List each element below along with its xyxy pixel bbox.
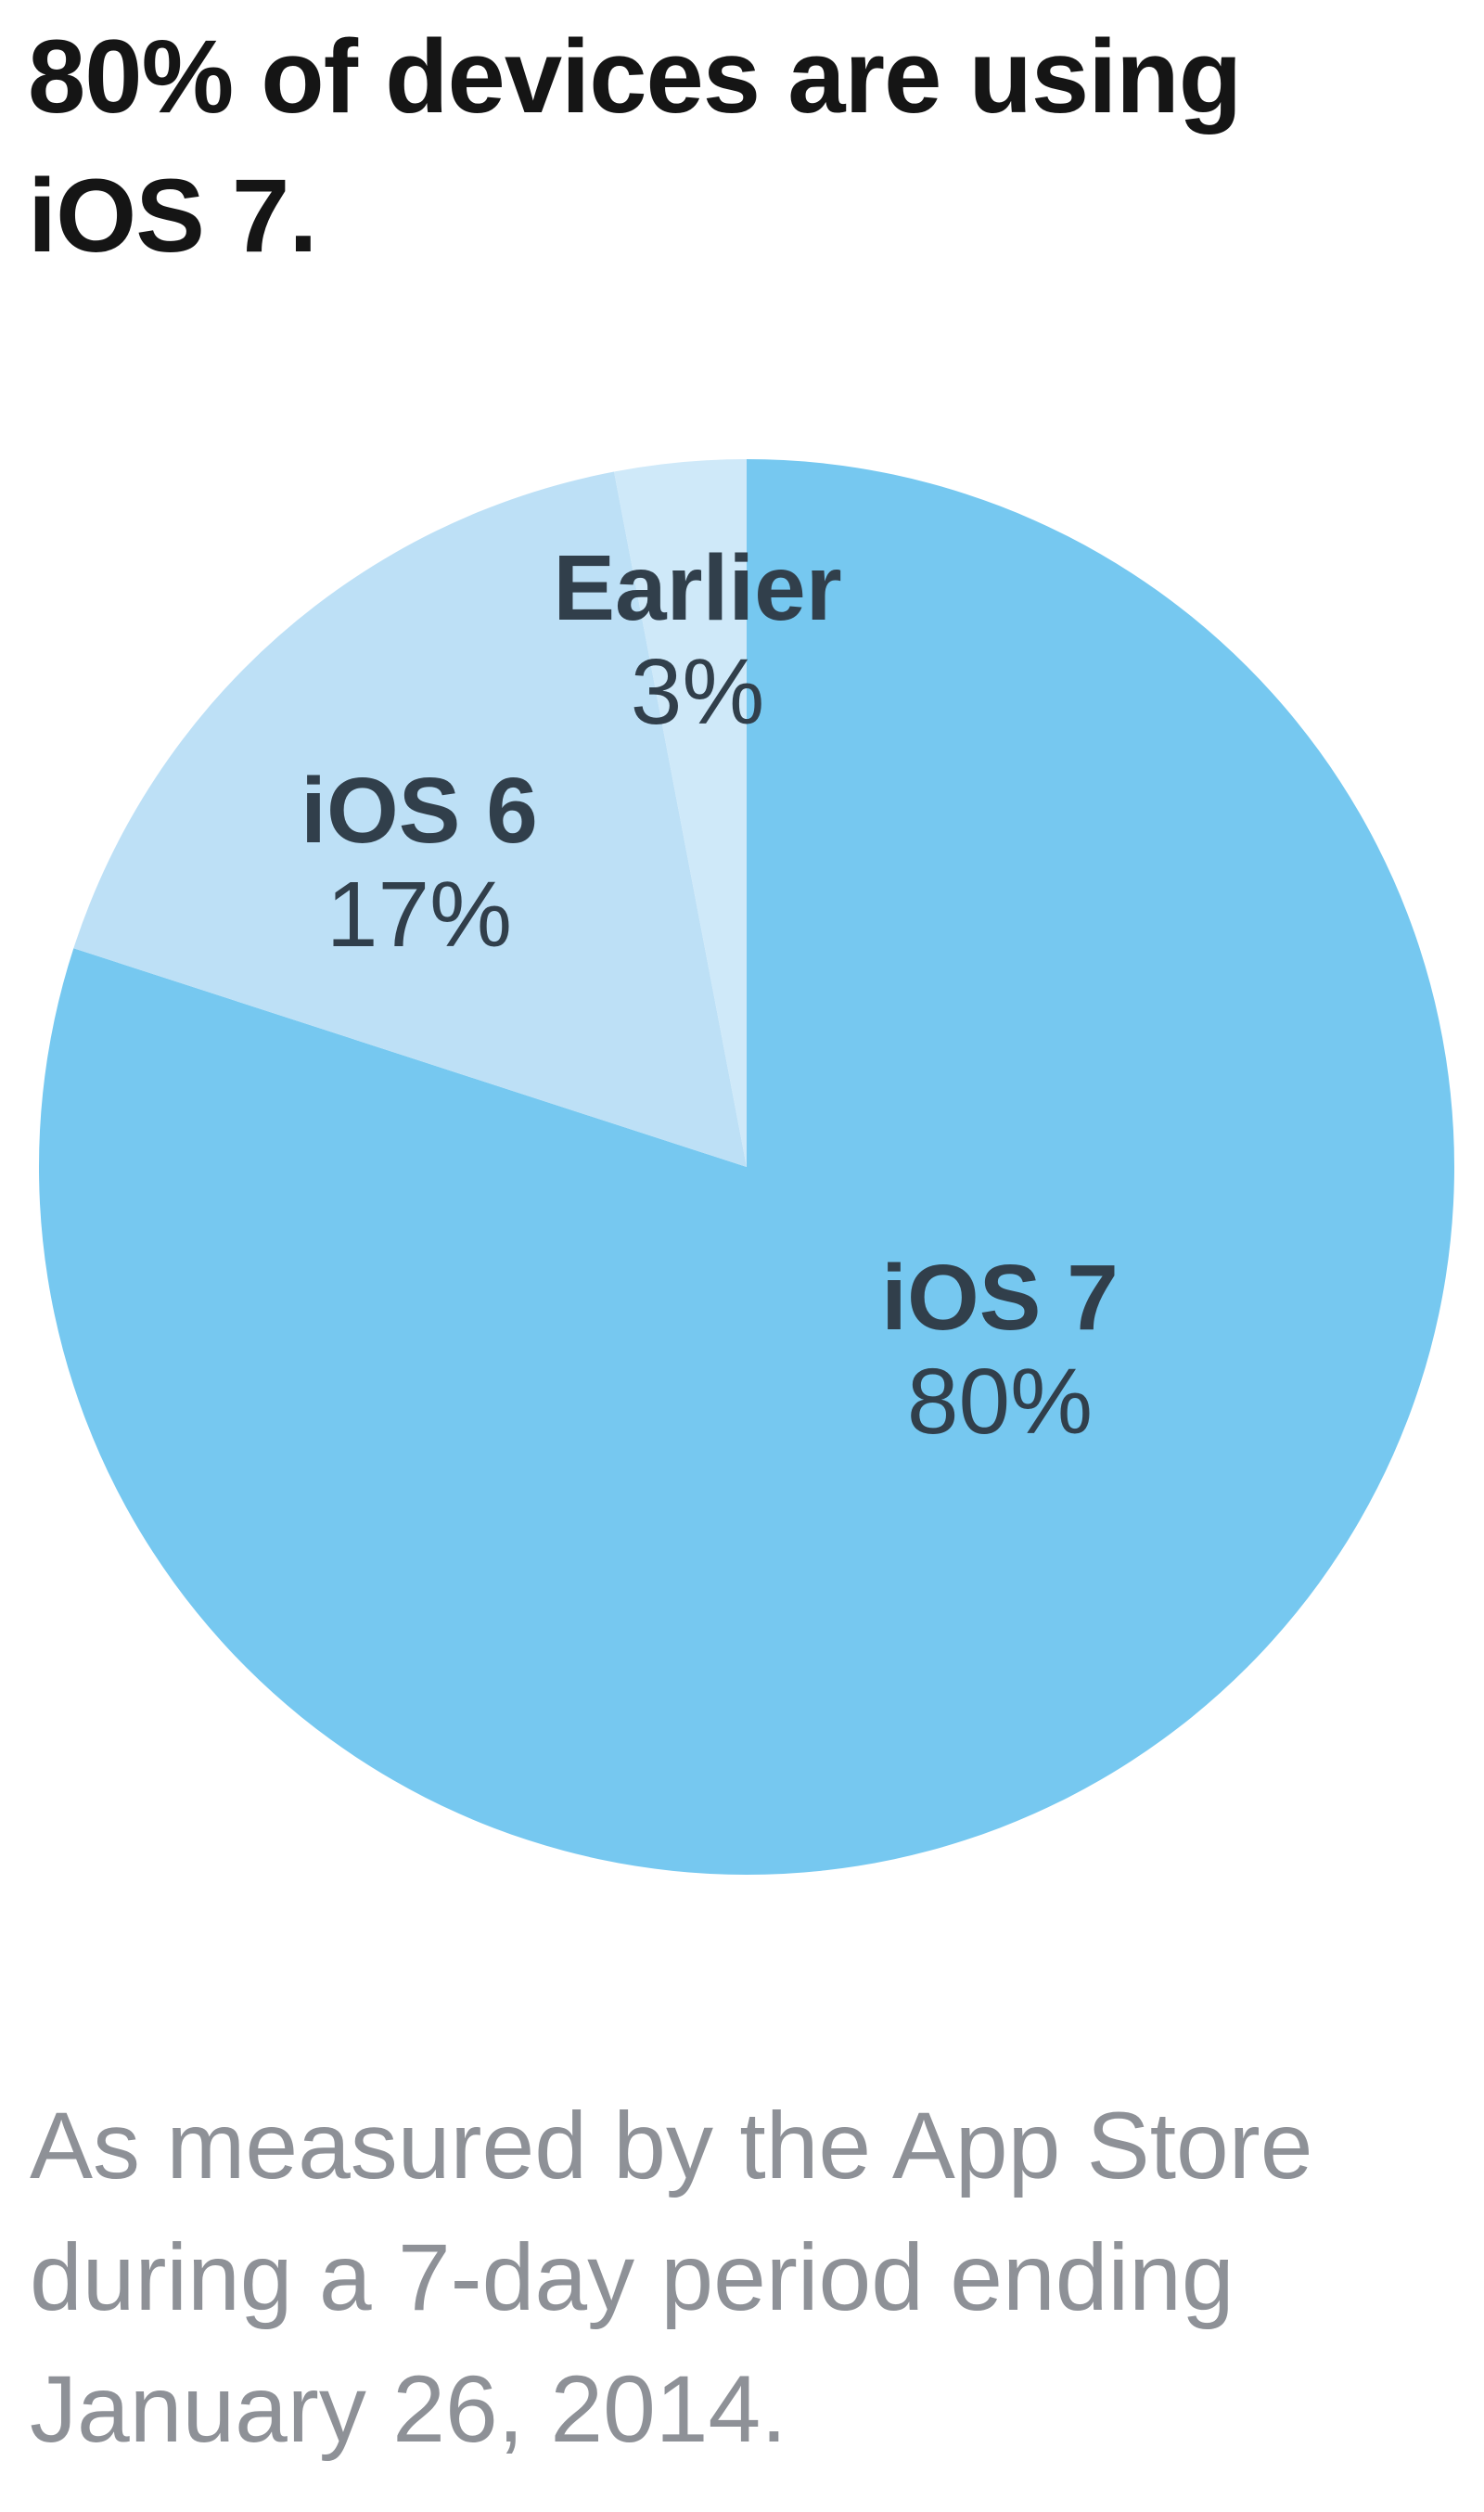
page-title-line-2: iOS 7. [28,158,317,274]
chart-footnote-line-1: As measured by the App Store [30,2093,1313,2198]
pie-slice-earlier [614,459,747,1167]
pie-slice-ios-6 [73,471,748,1167]
page-title: 80% of devices are using iOS 7. [28,7,1242,286]
chart-footnote: As measured by the App Store during a 7-… [30,2080,1312,2475]
chart-footnote-line-2: during a 7-day period ending [30,2224,1235,2330]
chart-footnote-line-3: January 26, 2014. [30,2356,787,2462]
page-title-line-1: 80% of devices are using [28,19,1242,135]
pie-slice-ios-7 [38,459,1454,1875]
